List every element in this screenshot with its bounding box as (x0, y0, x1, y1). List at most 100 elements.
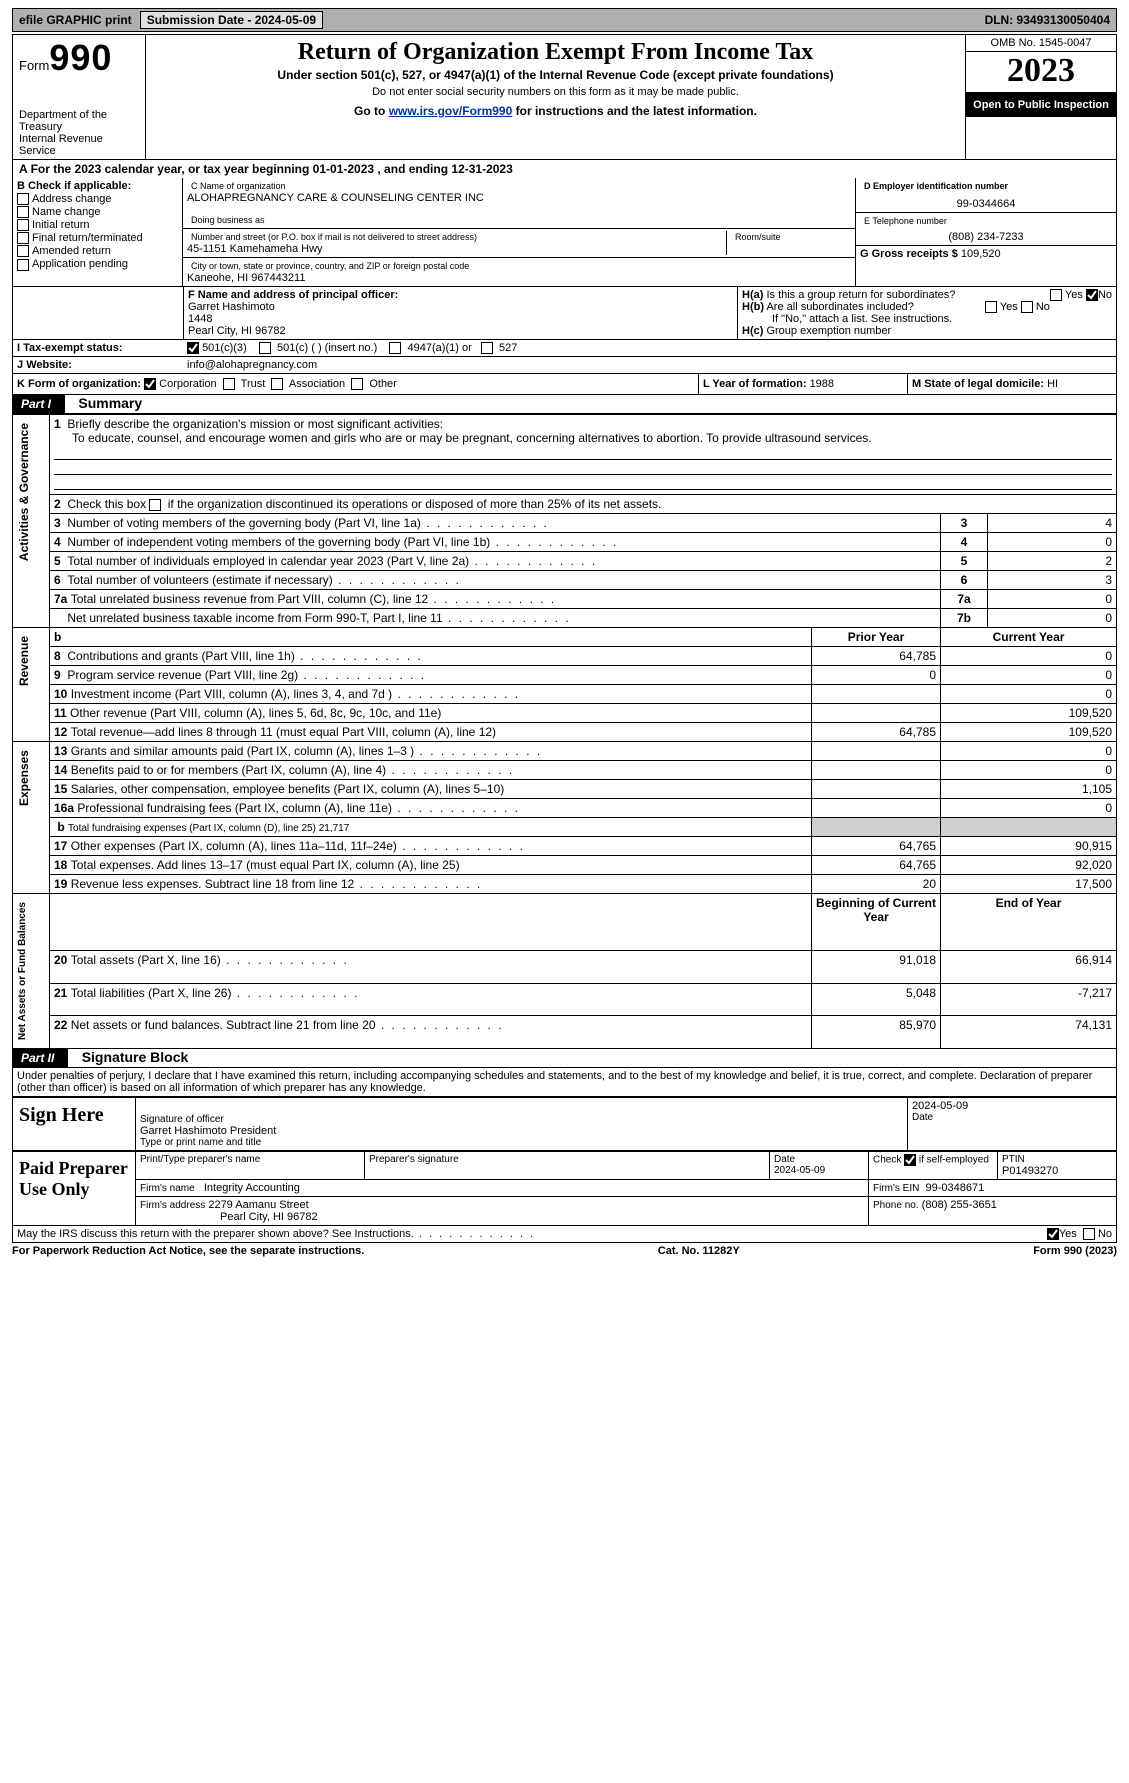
m-state: HI (1047, 378, 1058, 390)
e-phone: (808) 234-7233 (860, 231, 1112, 243)
gov-row-5: 5 Total number of individuals employed i… (13, 552, 1117, 571)
header-grid: B Check if applicable: Address change Na… (12, 178, 1117, 287)
line-a: A For the 2023 calendar year, or tax yea… (12, 160, 1117, 178)
firm-addr2: Pearl City, HI 96782 (140, 1211, 318, 1223)
summary-table: Activities & Governance 1 Briefly descri… (12, 414, 1117, 1049)
h-c-text: Group exemption number (766, 325, 891, 337)
checkbox-other[interactable] (351, 378, 363, 390)
checkbox-hb-yes[interactable] (985, 301, 997, 313)
section-l: L Year of formation: 1988 (698, 374, 907, 394)
prep-name-label: Print/Type preparer's name (140, 1154, 360, 1165)
l-label: L Year of formation: (703, 378, 810, 390)
firm-phone-label: Phone no. (873, 1200, 919, 1211)
mission-text: To educate, counsel, and encourage women… (54, 431, 872, 445)
section-j: J Website: info@alohapregnancy.com (12, 357, 1117, 374)
firm-ein-label: Firm's EIN (873, 1183, 919, 1194)
ha-no: No (1098, 289, 1112, 301)
dln-label: DLN: 93493130050404 (985, 13, 1110, 27)
checkbox-name-change[interactable] (17, 206, 29, 218)
checkbox-527[interactable] (481, 342, 493, 354)
irs-label: Internal Revenue Service (19, 133, 139, 157)
exp-row-14: 14 Benefits paid to or for members (Part… (13, 761, 1117, 780)
gov-row-7b: Net unrelated business taxable income fr… (13, 609, 1117, 628)
checkbox-pending[interactable] (17, 259, 29, 271)
section-deg: D Employer identification number 99-0344… (856, 178, 1116, 286)
paid-preparer-label: Paid Preparer Use Only (13, 1152, 136, 1226)
irs-discuss-row: May the IRS discuss this return with the… (12, 1226, 1117, 1243)
form-header-right: OMB No. 1545-0047 2023 Open to Public In… (965, 35, 1116, 159)
form-header-left: Form990 Department of the Treasury Inter… (13, 35, 146, 159)
rev-row-9: 9 Program service revenue (Part VIII, li… (13, 666, 1117, 685)
rev-row-12: 12 Total revenue—add lines 8 through 11 … (13, 723, 1117, 742)
checkbox-hb-no[interactable] (1021, 301, 1033, 313)
d-ein: 99-0344664 (860, 198, 1112, 210)
checkbox-irs-yes-checked (1047, 1228, 1059, 1240)
irs-no: No (1098, 1228, 1112, 1240)
exp-row-16a: 16a Professional fundraising fees (Part … (13, 799, 1117, 818)
firm-addr1: 2279 Aamanu Street (208, 1199, 308, 1211)
prep-date-label: Date (774, 1154, 795, 1165)
checkbox-trust[interactable] (223, 378, 235, 390)
k-label: K Form of organization: (17, 378, 141, 390)
k-other: Other (369, 378, 397, 390)
paid-preparer-table: Paid Preparer Use Only Print/Type prepar… (12, 1151, 1117, 1226)
checkbox-irs-no[interactable] (1083, 1228, 1095, 1240)
firm-name: Integrity Accounting (204, 1182, 300, 1194)
checkbox-discontinued[interactable] (149, 499, 161, 511)
checkbox-501c3-checked (187, 342, 199, 354)
irs-discuss-text: May the IRS discuss this return with the… (17, 1228, 1047, 1240)
part2-number: Part II (13, 1049, 68, 1067)
checkbox-initial[interactable] (17, 219, 29, 231)
opt-pending: Application pending (32, 258, 128, 270)
part2-title: Signature Block (82, 1049, 189, 1065)
gov-row-3: 3 Number of voting members of the govern… (13, 514, 1117, 533)
section-i: I Tax-exempt status: 501(c)(3) 501(c) ( … (12, 340, 1117, 357)
sign-here-label: Sign Here (13, 1098, 136, 1151)
firm-addr-label: Firm's address (140, 1200, 205, 1211)
line-a-text: For the 2023 calendar year, or tax year … (31, 162, 513, 176)
checkbox-addr-change[interactable] (17, 193, 29, 205)
ha-yes: Yes (1065, 289, 1083, 301)
opt-final: Final return/terminated (32, 232, 143, 244)
page-footer: For Paperwork Reduction Act Notice, see … (12, 1243, 1117, 1259)
goto-post: for instructions and the latest informat… (512, 104, 757, 118)
checkbox-self-emp-checked (904, 1154, 916, 1166)
k-trust: Trust (241, 378, 266, 390)
uline-2 (54, 462, 1112, 475)
footer-left: For Paperwork Reduction Act Notice, see … (12, 1245, 364, 1257)
fh-blank (13, 287, 184, 339)
checkbox-final[interactable] (17, 232, 29, 244)
omb-number: OMB No. 1545-0047 (966, 35, 1116, 52)
gov-row-4: 4 Number of independent voting members o… (13, 533, 1117, 552)
line-2-text: Check this box if the organization disco… (67, 497, 661, 511)
k-corp: Corporation (159, 378, 216, 390)
f-line2: 1448 (188, 313, 212, 325)
rev-row-8: 8 Contributions and grants (Part VIII, l… (13, 647, 1117, 666)
h-b-note: If "No," attach a list. See instructions… (742, 313, 1112, 325)
opt-name-change: Name change (32, 206, 101, 218)
hdr-curr: Current Year (941, 628, 1117, 647)
part2-bar: Part II Signature Block (12, 1049, 1117, 1068)
side-revenue: Revenue (13, 628, 50, 742)
l-year: 1988 (810, 378, 834, 390)
g-receipts: 109,520 (961, 248, 1001, 260)
section-h: H(a) Is this a group return for subordin… (738, 287, 1116, 339)
checkbox-4947[interactable] (389, 342, 401, 354)
f-city: Pearl City, HI 96782 (188, 325, 286, 337)
form990-link[interactable]: www.irs.gov/Form990 (389, 104, 513, 118)
mission-label: Briefly describe the organization's miss… (67, 417, 443, 431)
form-header: Form990 Department of the Treasury Inter… (12, 34, 1117, 160)
tax-year: 2023 (966, 52, 1116, 93)
part1-title: Summary (78, 395, 142, 411)
hdr-beg: Beginning of Current Year (812, 894, 941, 951)
c-city-label: City or town, state or province, country… (187, 260, 851, 272)
footer-mid: Cat. No. 11282Y (658, 1245, 740, 1257)
form-title: Return of Organization Exempt From Incom… (152, 39, 959, 66)
checkbox-501c[interactable] (259, 342, 271, 354)
f-label: F Name and address of principal officer: (188, 289, 398, 301)
prep-sig-label: Preparer's signature (369, 1154, 765, 1165)
checkbox-assoc[interactable] (271, 378, 283, 390)
checkbox-ha-yes[interactable] (1050, 289, 1062, 301)
i-opt-0: 501(c)(3) (202, 342, 247, 354)
checkbox-amended[interactable] (17, 245, 29, 257)
